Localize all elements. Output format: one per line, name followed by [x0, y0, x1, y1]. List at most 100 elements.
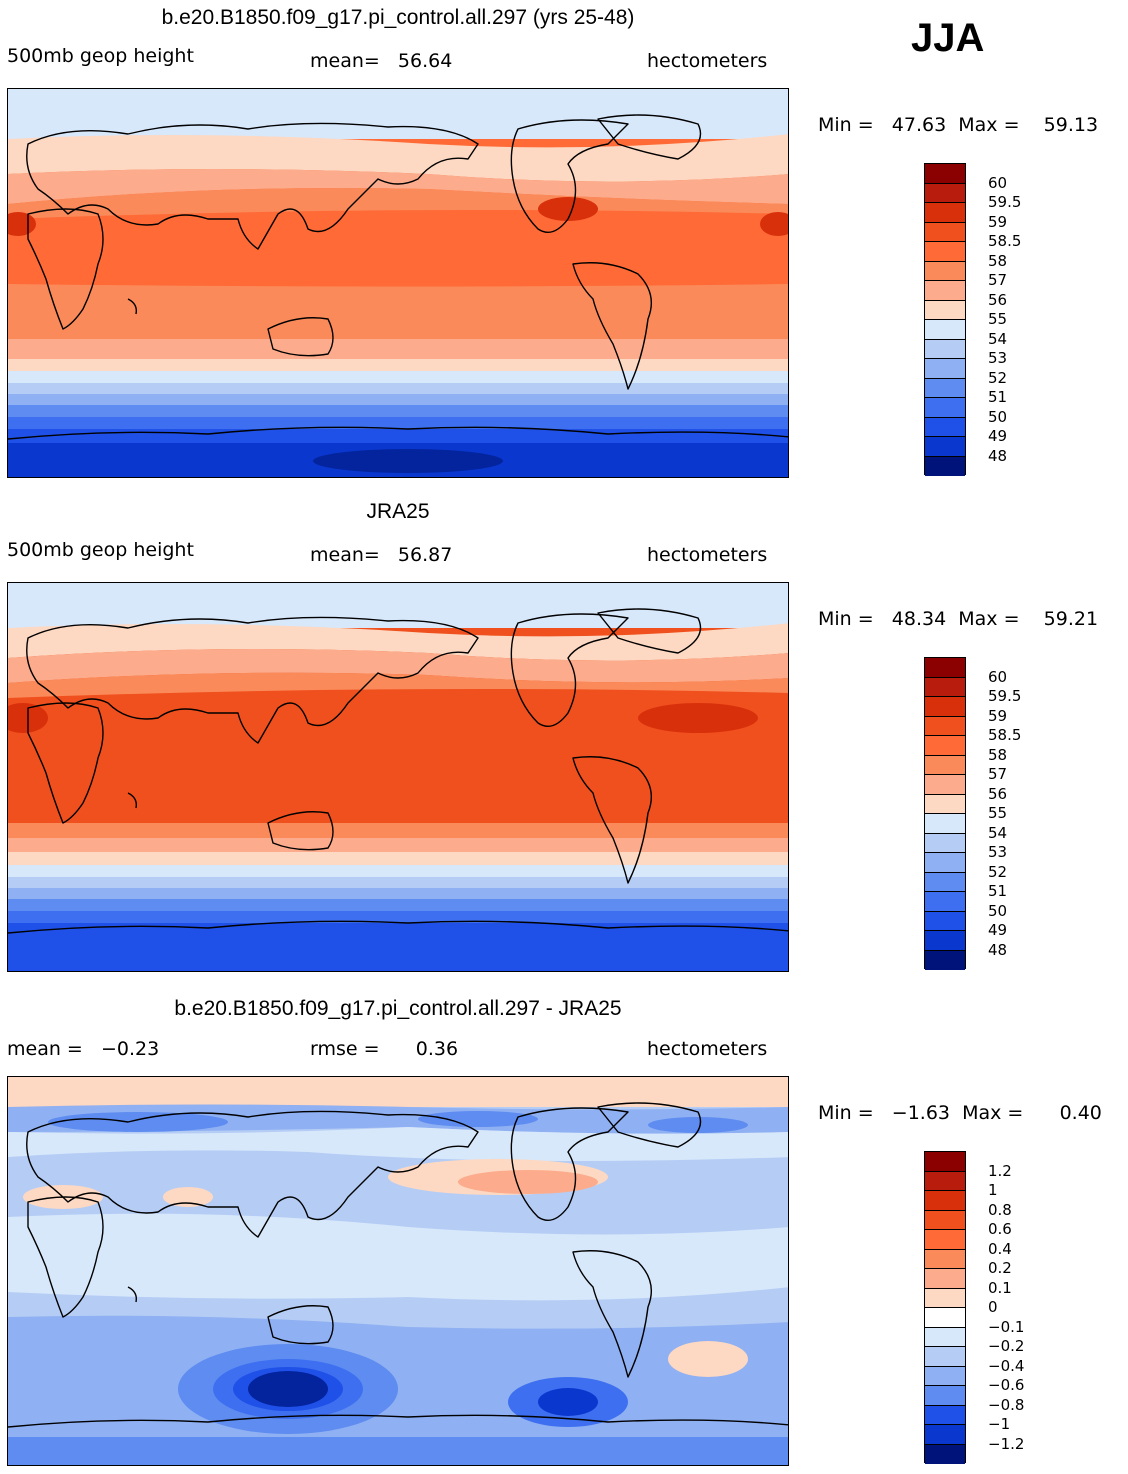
colorbar-tick-label: 58: [988, 251, 1008, 270]
colorbar-segment: [925, 911, 965, 931]
colorbar-tick-label: 52: [988, 862, 1008, 881]
panel1-mean-label: mean= 56.64: [310, 50, 453, 72]
colorbar-segment: [925, 437, 965, 457]
colorbar-tick-label: 58.5: [988, 726, 1022, 744]
colorbar-tick-label: 51: [988, 388, 1008, 406]
colorbar-segment: [925, 1171, 965, 1191]
colorbar-segment: [925, 1152, 965, 1172]
colorbar-segment: [925, 203, 965, 223]
colorbar-tick-label: 0.8: [988, 1200, 1012, 1219]
panel1-map: [7, 88, 789, 478]
colorbar-segment: [925, 300, 965, 320]
colorbar-tick-label: 52: [988, 368, 1008, 387]
panel2-map-svg: [8, 583, 788, 971]
colorbar-segment: [925, 1288, 965, 1308]
panel2-minmax: Min = 48.34 Max = 59.21: [818, 608, 1099, 630]
colorbar-segment: [925, 931, 965, 951]
colorbar-segment: [925, 1269, 965, 1289]
panel1-minmax: Min = 47.63 Max = 59.13: [818, 114, 1099, 136]
panel2-title: JRA25: [366, 500, 430, 523]
colorbar-segment: [925, 417, 965, 437]
colorbar-tick-label: 51: [988, 882, 1008, 900]
panel3-map: [7, 1076, 789, 1466]
colorbar-tick-label: 0.1: [988, 1278, 1012, 1297]
colorbar-tick-label: 60: [988, 173, 1008, 192]
colorbar-tick-label: 56: [988, 290, 1008, 309]
colorbar-tick-label: 53: [988, 843, 1008, 861]
colorbar-segment: [925, 833, 965, 853]
colorbar-segment: [925, 1366, 965, 1386]
colorbar-tick-label: −0.4: [988, 1356, 1025, 1375]
colorbar-tick-label: 59.5: [988, 687, 1022, 705]
colorbar-segment: [925, 872, 965, 892]
colorbar-tick-label: 60: [988, 667, 1008, 686]
colorbar-tick-label: 57: [988, 765, 1008, 783]
colorbar-segment: [925, 1191, 965, 1211]
colorbar-tick-label: 58.5: [988, 232, 1022, 250]
panel3-map-svg: [8, 1077, 788, 1465]
panel3-units-label: hectometers: [647, 1038, 768, 1060]
colorbar-tick-label: 50: [988, 407, 1008, 426]
panel3-mean-label: mean = −0.23: [7, 1038, 160, 1060]
panel3-title: b.e20.B1850.f09_g17.pi_control.all.297 -…: [174, 997, 622, 1020]
colorbar-tick-label: 1.2: [988, 1161, 1012, 1180]
colorbar-segment: [925, 359, 965, 379]
colorbar-segment: [925, 1386, 965, 1406]
colorbar-segment: [925, 1249, 965, 1269]
colorbar-tick-label: 49: [988, 427, 1008, 445]
panel1-map-svg: [8, 89, 788, 477]
colorbar-tick-label: −1.2: [988, 1434, 1025, 1453]
colorbar-segment: [925, 950, 965, 970]
colorbar-segment: [925, 164, 965, 184]
colorbar-tick-label: 53: [988, 349, 1008, 367]
colorbar-tick-label: 0.4: [988, 1239, 1012, 1258]
colorbar-tick-label: 48: [988, 446, 1008, 465]
colorbar-tick-label: −0.8: [988, 1395, 1025, 1414]
colorbar-segment: [925, 1425, 965, 1445]
panel2-mean-label: mean= 56.87: [310, 544, 453, 566]
panel3-minmax: Min = −1.63 Max = 0.40: [818, 1102, 1102, 1124]
colorbar-segment: [925, 658, 965, 678]
colorbar-tick-label: 54: [988, 823, 1008, 842]
colorbar-segment: [925, 775, 965, 795]
colorbar-segment: [925, 814, 965, 834]
colorbar-segment: [925, 183, 965, 203]
colorbar-tick-label: 1: [988, 1181, 998, 1199]
colorbar-segment: [925, 736, 965, 756]
colorbar-segment: [925, 456, 965, 476]
colorbar-segment: [925, 697, 965, 717]
colorbar-segment: [925, 1210, 965, 1230]
colorbar-segment: [925, 1308, 965, 1328]
panel2-units-label: hectometers: [647, 544, 768, 566]
colorbar-tick-label: 0.6: [988, 1220, 1012, 1238]
colorbar-tick-label: −0.2: [988, 1337, 1025, 1355]
panel1-title: b.e20.B1850.f09_g17.pi_control.all.297 (…: [161, 6, 635, 29]
colorbar-tick-label: 0.2: [988, 1259, 1012, 1277]
colorbar-tick-label: 55: [988, 310, 1008, 328]
colorbar-segment: [925, 242, 965, 262]
colorbar-segment: [925, 320, 965, 340]
colorbar-segment: [925, 794, 965, 814]
colorbar-tick-label: 49: [988, 921, 1008, 939]
colorbar-segment: [925, 398, 965, 418]
colorbar-segment: [925, 677, 965, 697]
panel2-map: [7, 582, 789, 972]
colorbar-segment: [925, 892, 965, 912]
season-label: JJA: [911, 16, 985, 60]
colorbar-tick-label: 55: [988, 804, 1008, 822]
colorbar-segment: [925, 1405, 965, 1425]
colorbar-tick-label: −0.6: [988, 1376, 1025, 1394]
colorbar-segment: [925, 716, 965, 736]
colorbar-tick-label: 57: [988, 271, 1008, 289]
panel2-variable-label: 500mb geop height: [7, 539, 194, 561]
colorbar-tick-label: 54: [988, 329, 1008, 348]
panel3-rmse-label: rmse = 0.36: [310, 1038, 459, 1060]
panel2-colorbar: [924, 657, 966, 970]
panel1-colorbar: [924, 163, 966, 476]
colorbar-tick-label: 48: [988, 940, 1008, 959]
panel3-colorbar: [924, 1151, 966, 1464]
colorbar-segment: [925, 1347, 965, 1367]
panel1-units-label: hectometers: [647, 50, 768, 72]
colorbar-segment: [925, 378, 965, 398]
colorbar-tick-label: −1: [988, 1415, 1011, 1433]
